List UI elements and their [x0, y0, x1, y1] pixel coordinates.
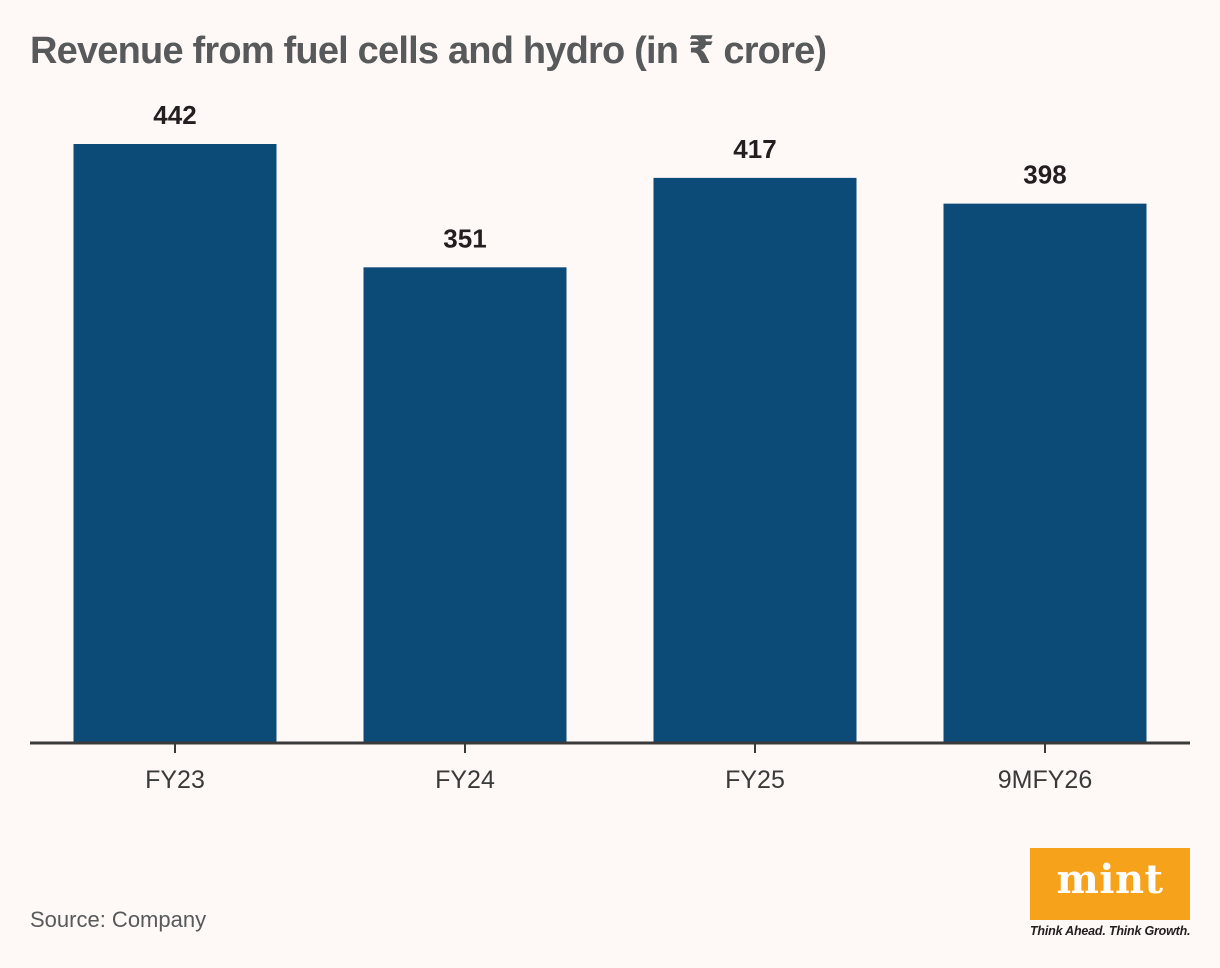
- data-label: 398: [1023, 160, 1066, 190]
- bar: [363, 267, 567, 743]
- x-tick-label: FY24: [435, 766, 495, 794]
- data-label: 417: [733, 134, 776, 164]
- x-tick-label: FY25: [725, 766, 785, 794]
- bar: [653, 177, 857, 743]
- data-label: 442: [153, 100, 196, 130]
- mint-logo: mint: [1030, 848, 1190, 920]
- x-tick-label: 9MFY26: [998, 766, 1092, 794]
- source-note: Source: Company: [30, 907, 207, 932]
- bar: [943, 203, 1147, 743]
- data-label: 351: [443, 223, 486, 253]
- bar: [73, 144, 277, 743]
- chart-title: Revenue from fuel cells and hydro (in ₹ …: [30, 30, 827, 72]
- mint-logo-word: mint: [1056, 856, 1164, 903]
- mint-tagline: Think Ahead. Think Growth.: [1030, 924, 1191, 938]
- x-tick-label: FY23: [145, 766, 205, 794]
